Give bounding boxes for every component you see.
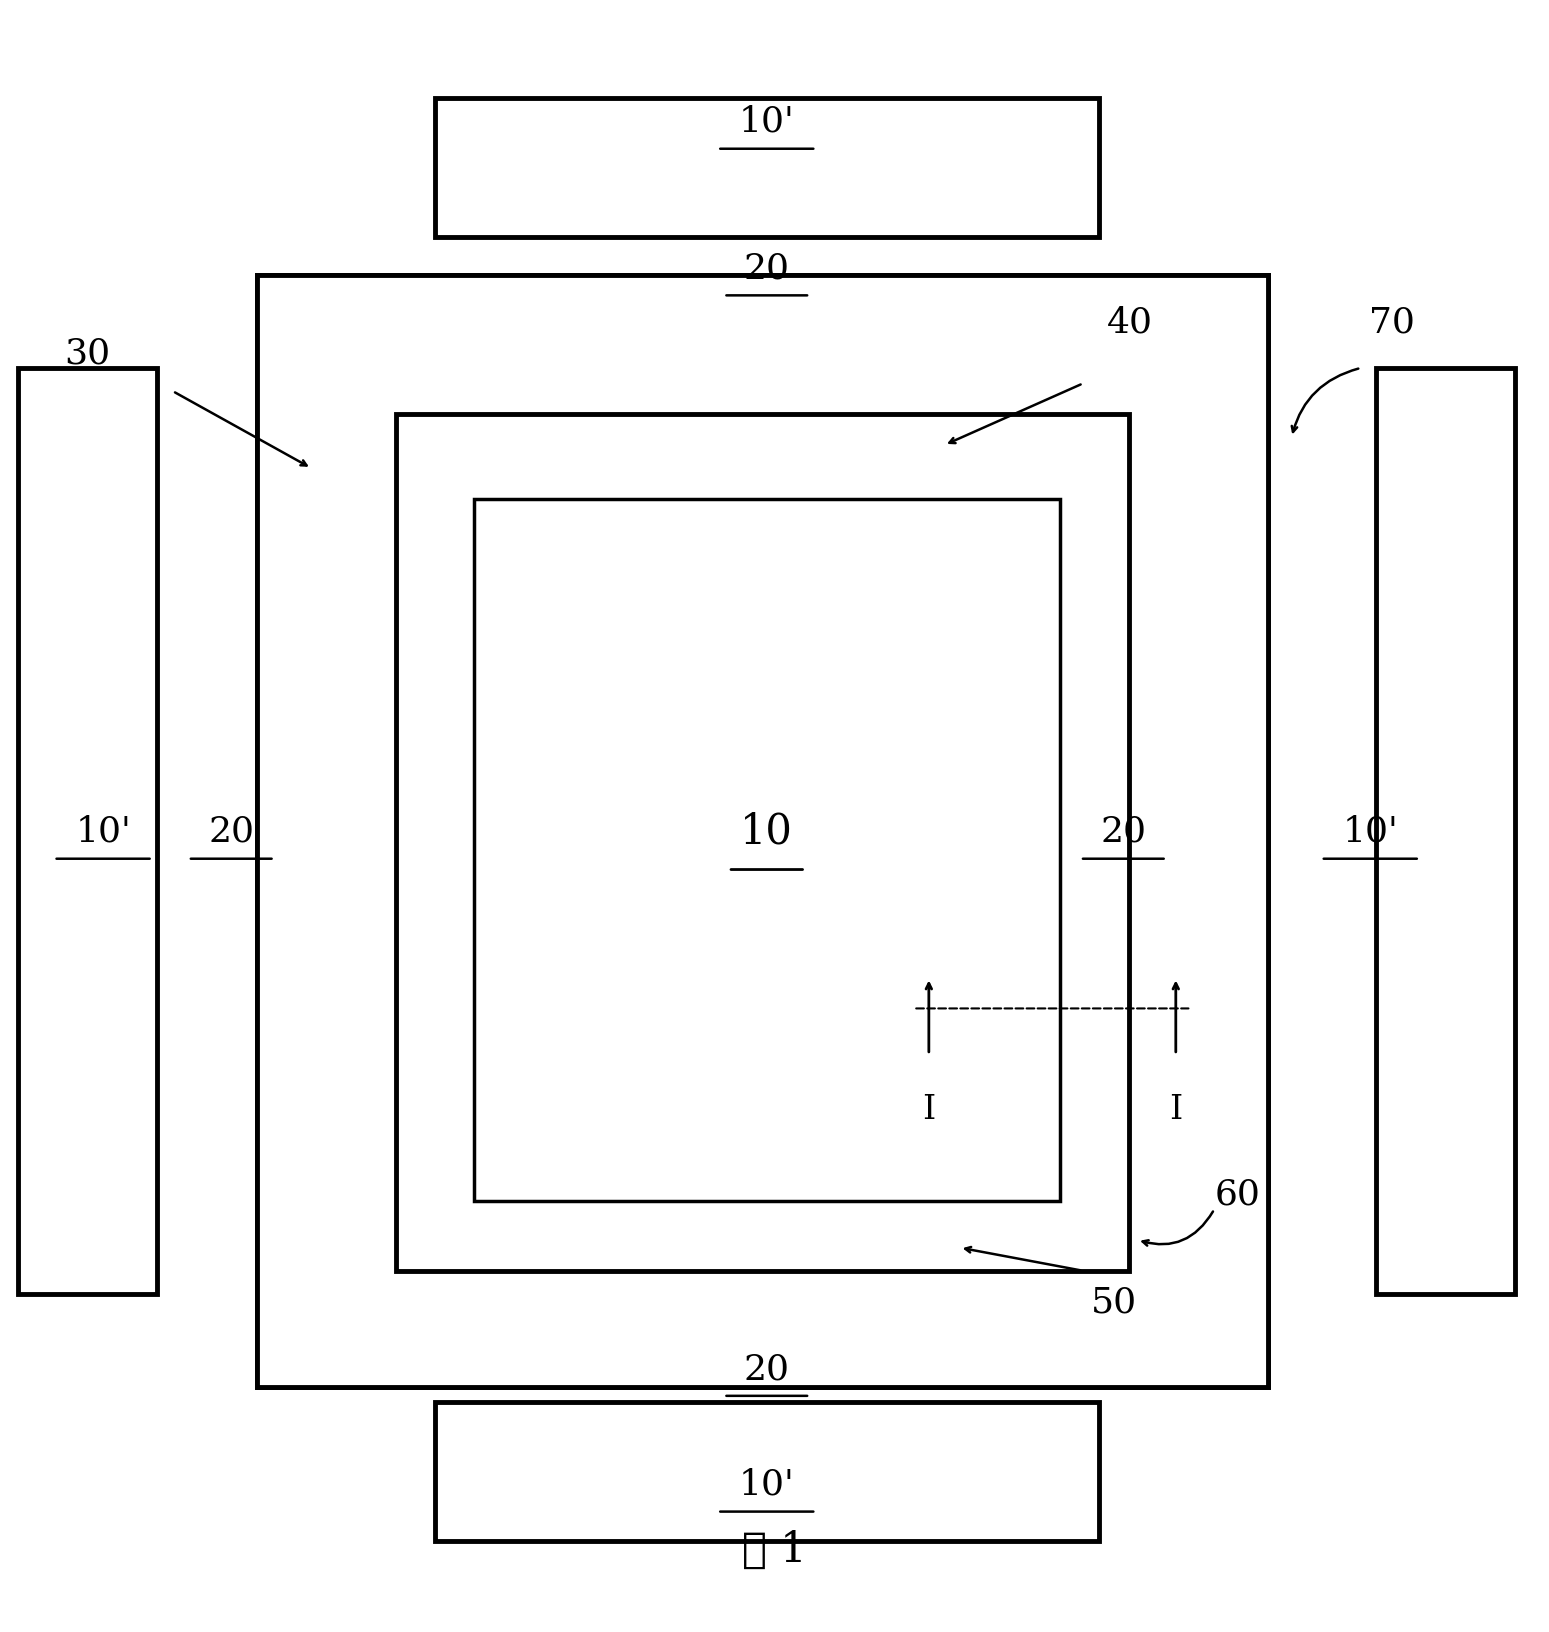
Text: 10': 10' bbox=[739, 1467, 795, 1501]
FancyBboxPatch shape bbox=[435, 1402, 1098, 1541]
Text: 10: 10 bbox=[740, 811, 793, 852]
FancyBboxPatch shape bbox=[257, 276, 1269, 1387]
Text: I: I bbox=[1169, 1093, 1182, 1126]
Text: 60: 60 bbox=[1214, 1177, 1261, 1211]
FancyBboxPatch shape bbox=[474, 499, 1060, 1201]
Text: 50: 50 bbox=[1090, 1284, 1137, 1319]
FancyBboxPatch shape bbox=[397, 415, 1129, 1271]
Text: 10': 10' bbox=[739, 104, 795, 139]
Text: 70: 70 bbox=[1369, 305, 1414, 339]
FancyBboxPatch shape bbox=[19, 369, 156, 1294]
Text: I: I bbox=[922, 1093, 936, 1126]
Text: 图 1: 图 1 bbox=[742, 1528, 807, 1570]
Text: 20: 20 bbox=[208, 814, 254, 849]
Text: 20: 20 bbox=[744, 1351, 790, 1386]
FancyBboxPatch shape bbox=[257, 276, 1269, 1387]
Text: 10': 10' bbox=[76, 814, 132, 849]
Text: 30: 30 bbox=[65, 336, 110, 370]
Text: 20: 20 bbox=[744, 251, 790, 286]
Text: 10': 10' bbox=[1343, 814, 1399, 849]
FancyBboxPatch shape bbox=[1377, 369, 1515, 1294]
Text: 20: 20 bbox=[1100, 814, 1146, 849]
FancyBboxPatch shape bbox=[435, 100, 1098, 238]
Text: 40: 40 bbox=[1106, 305, 1152, 339]
